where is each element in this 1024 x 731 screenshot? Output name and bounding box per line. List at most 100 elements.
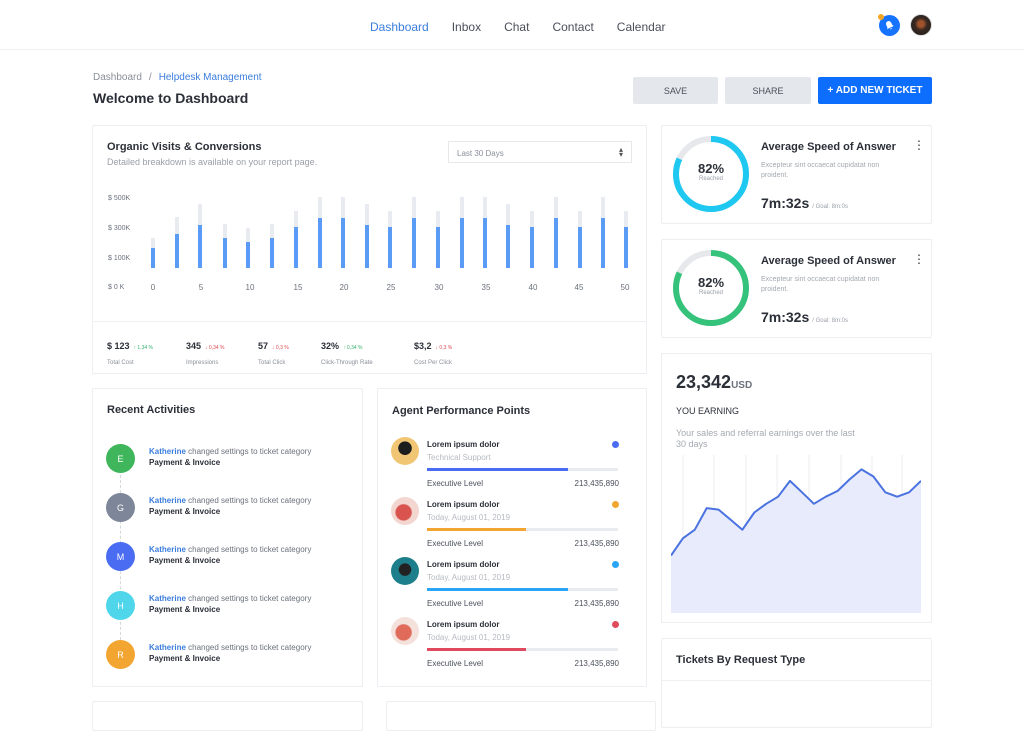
bar-conversions xyxy=(412,218,416,268)
tickets-title: Tickets By Request Type xyxy=(676,654,806,666)
stat-change-value: 0,34 % xyxy=(346,345,363,351)
share-button[interactable]: SHARE xyxy=(725,77,811,104)
x-tick: 20 xyxy=(339,283,349,292)
nav-calendar[interactable]: Calendar xyxy=(616,20,666,34)
agent-level: Executive Level xyxy=(427,659,484,668)
chart-bar xyxy=(436,197,440,268)
progress-fill xyxy=(427,528,527,531)
bar-conversions xyxy=(388,226,392,268)
activity-avatar: R xyxy=(106,640,135,669)
activity-avatar: G xyxy=(106,493,135,522)
y-tick: $ 0 K xyxy=(108,284,125,291)
chart-bar xyxy=(318,197,322,268)
nav-inbox[interactable]: Inbox xyxy=(451,20,482,34)
activity-category: Payment & Invoice xyxy=(149,507,221,516)
recent-activities-card xyxy=(92,388,363,687)
breadcrumb-current[interactable]: Helpdesk Management xyxy=(158,72,262,83)
progress-donut: 82% Reached xyxy=(672,135,750,213)
chart-bar xyxy=(223,197,227,268)
chart-bar xyxy=(578,197,582,268)
activity-text: Katherine changed settings to ticket cat… xyxy=(149,545,349,565)
stat-value: $3,2 xyxy=(414,341,432,351)
kpi-reached: Reached xyxy=(698,290,724,296)
stat-change-value: 0,3 % xyxy=(275,345,289,351)
activity-text: Katherine changed settings to ticket cat… xyxy=(149,496,349,516)
kpi-time-value: 7m:32s xyxy=(761,195,810,211)
activity-user-link[interactable]: Katherine xyxy=(149,447,186,456)
activity-text: Katherine changed settings to ticket cat… xyxy=(149,447,349,467)
bar-conversions xyxy=(198,225,202,268)
chart-bar xyxy=(460,197,464,268)
user-avatar[interactable] xyxy=(910,14,932,36)
x-tick: 40 xyxy=(528,283,538,292)
bar-conversions xyxy=(436,226,440,268)
bottom-card-1 xyxy=(92,701,363,731)
activity-user-link[interactable]: Katherine xyxy=(149,643,186,652)
activity-user-link[interactable]: Katherine xyxy=(149,594,186,603)
bottom-card-2 xyxy=(386,701,656,731)
chart-bar xyxy=(198,197,202,268)
activity-action: changed settings to ticket category xyxy=(185,496,312,505)
activity-category: Payment & Invoice xyxy=(149,654,221,663)
chart-bar xyxy=(365,197,369,268)
x-tick: 45 xyxy=(574,283,584,292)
agent-item: Lorem ipsum dolor Today, August 01, 2019 E… xyxy=(391,557,619,609)
bar-conversions xyxy=(624,226,628,268)
activity-user-link[interactable]: Katherine xyxy=(149,496,186,505)
earnings-currency: USD xyxy=(731,380,753,391)
breadcrumb-root[interactable]: Dashboard xyxy=(93,72,142,83)
progress-track xyxy=(427,588,618,591)
chart-bar xyxy=(624,197,628,268)
chart-bar xyxy=(388,197,392,268)
bar-conversions xyxy=(460,218,464,268)
agent-subtitle: Technical Support xyxy=(427,453,491,462)
agent-points: 213,435,890 xyxy=(574,479,620,488)
page-title: Welcome to Dashboard xyxy=(93,90,249,106)
earnings-area-chart xyxy=(671,455,921,613)
bar-conversions xyxy=(175,233,179,268)
stat-item: 57 ↓ 0,3 % Total Click xyxy=(258,336,289,366)
stat-value: 57 xyxy=(258,341,269,351)
more-options-icon[interactable]: ⋮ xyxy=(913,252,925,266)
organic-title: Organic Visits & Conversions xyxy=(107,141,262,153)
bar-conversions xyxy=(341,218,345,268)
stat-value: $ 123 xyxy=(107,341,130,351)
nav-chat[interactable]: Chat xyxy=(504,20,530,34)
chart-bar xyxy=(412,197,416,268)
stat-label: Click-Through Rate xyxy=(321,360,373,366)
nav-contact[interactable]: Contact xyxy=(552,20,594,34)
status-dot xyxy=(612,621,619,628)
earnings-desc: Your sales and referral earnings over th… xyxy=(676,428,855,449)
bar-conversions xyxy=(318,218,322,268)
organic-subtitle: Detailed breakdown is available on your … xyxy=(107,157,318,167)
activity-action: changed settings to ticket category xyxy=(185,545,312,554)
add-ticket-button[interactable]: + ADD NEW TICKET xyxy=(818,77,932,104)
stat-change: ↓ 0,3 % xyxy=(436,345,453,351)
agent-subtitle: Today, August 01, 2019 xyxy=(427,633,511,642)
agent-name: Lorem ipsum dolor xyxy=(427,440,500,449)
chart-bar xyxy=(483,197,487,268)
kpi-title: Average Speed of Answer xyxy=(761,141,896,153)
stat-change-value: 1,34 % xyxy=(137,345,153,351)
chart-bar xyxy=(341,197,345,268)
agent-subtitle: Today, August 01, 2019 xyxy=(427,513,511,522)
stat-label: Cost Per Click xyxy=(414,360,453,366)
more-options-icon[interactable]: ⋮ xyxy=(913,138,925,152)
range-select[interactable]: Last 30 Days ▴ ▾ xyxy=(448,141,632,163)
activity-action: changed settings to ticket category xyxy=(185,643,312,652)
activity-user-link[interactable]: Katherine xyxy=(149,545,186,554)
notification-button[interactable] xyxy=(878,14,900,36)
earnings-value: 23,342USD xyxy=(676,372,752,393)
x-tick: 5 xyxy=(198,283,204,292)
nav-dashboard[interactable]: Dashboard xyxy=(370,20,429,34)
breadcrumb-separator: / xyxy=(148,72,152,83)
agent-avatar xyxy=(391,497,419,525)
bar-conversions xyxy=(223,238,227,268)
activity-text: Katherine changed settings to ticket cat… xyxy=(149,643,349,663)
y-tick: $ 300K xyxy=(108,225,131,232)
tickets-divider xyxy=(662,680,931,681)
y-tick: $ 100K xyxy=(108,255,131,262)
save-button[interactable]: SAVE xyxy=(633,77,718,104)
bar-conversions xyxy=(483,218,487,268)
kpi-time: 7m:32s / Goal: 8m:0s xyxy=(761,195,848,211)
